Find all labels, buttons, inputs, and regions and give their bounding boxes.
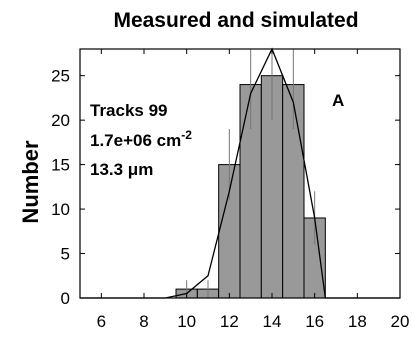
x-tick-label: 12 — [220, 312, 239, 331]
annotation-length: 13.3 μm — [90, 160, 153, 179]
annotation-density: 1.7e+06 cm-2 — [90, 128, 192, 150]
panel-label: A — [332, 91, 344, 110]
chart-title: Measured and simulated — [113, 9, 358, 32]
y-tick-label: 25 — [51, 67, 70, 86]
plot-frame — [79, 48, 401, 299]
simulated-curve — [80, 47, 400, 299]
y-tick-label: 15 — [51, 156, 70, 175]
y-tick-label: 10 — [51, 200, 70, 219]
y-tick-label: 0 — [61, 289, 70, 308]
x-tick-label: 8 — [139, 312, 148, 331]
x-tick-label: 6 — [97, 312, 106, 331]
x-axis-ticks: 6 8 10 12 14 16 18 20 — [97, 49, 410, 331]
annotation-tracks: Tracks 99 — [90, 101, 168, 120]
x-tick-label: 10 — [177, 312, 196, 331]
y-axis-ticks: 0 5 10 15 20 25 — [51, 67, 400, 308]
annotation-density-base: 1.7e+06 cm — [90, 131, 181, 150]
x-tick-label: 20 — [391, 312, 410, 331]
y-tick-label: 5 — [61, 245, 70, 264]
histogram-bars — [175, 75, 326, 299]
y-axis-label: Number — [18, 140, 43, 224]
x-tick-label: 14 — [263, 312, 282, 331]
x-tick-label: 18 — [348, 312, 367, 331]
y-tick-label: 20 — [51, 111, 70, 130]
x-tick-label: 16 — [305, 312, 324, 331]
annotation-density-exponent: -2 — [181, 128, 192, 142]
